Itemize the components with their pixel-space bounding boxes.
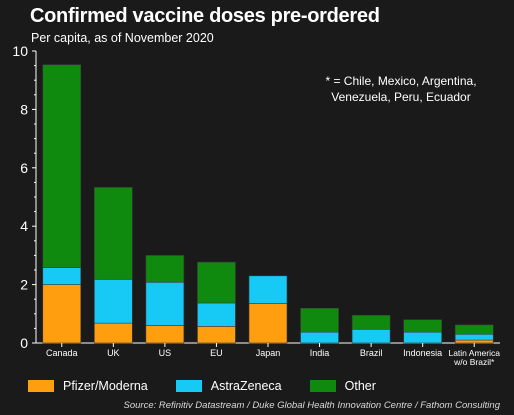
legend-swatch-astrazeneca: [175, 380, 202, 392]
x-tick-label: EU: [210, 348, 223, 358]
bar-segment-other: [300, 307, 339, 333]
bar-segment-astrazeneca: [403, 331, 442, 344]
bar-segment-pfizer-moderna: [94, 322, 133, 344]
bar-segment-astrazeneca: [42, 267, 82, 285]
x-tick-label: Canada: [46, 348, 78, 358]
annotation-line-1: * = Chile, Mexico, Argentina,: [325, 74, 477, 88]
bar-segment-pfizer-moderna: [42, 284, 82, 344]
legend-swatch-other: [309, 380, 336, 392]
chart-annotation: * = Chile, Mexico, Argentina, Venezuela,…: [306, 73, 496, 105]
legend-swatch-pfizer-moderna: [28, 380, 54, 392]
bar-segment-other: [454, 324, 494, 335]
legend-item-other: Other: [309, 379, 376, 393]
bar-segment-astrazeneca: [197, 302, 236, 327]
bar-segment-astrazeneca: [94, 279, 133, 324]
y-tick-label: 6: [20, 160, 28, 176]
bar-segment-other: [145, 255, 185, 283]
y-tick-label: 4: [20, 218, 28, 234]
x-tick-label: UK: [107, 348, 120, 358]
y-tick-label: 0: [20, 335, 28, 351]
bar-segment-astrazeneca: [300, 331, 339, 344]
bar-segment-other: [351, 314, 391, 330]
source-note: Source: Refinitiv Datastream / Duke Glob…: [123, 400, 501, 411]
bar-segment-pfizer-moderna: [248, 303, 288, 344]
bar-segment-astrazeneca: [454, 333, 494, 341]
chart-subtitle: Per capita, as of November 2020: [31, 31, 214, 45]
bar-segment-astrazeneca: [145, 281, 185, 326]
bar-segment-other: [403, 319, 442, 333]
legend-label-other: Other: [344, 379, 376, 393]
y-tick-label: 10: [12, 43, 28, 59]
y-tick-label: 2: [20, 277, 28, 293]
legend-item-pfizer-moderna: Pfizer/Moderna: [28, 379, 148, 393]
bar-segment-other: [197, 261, 236, 304]
y-tick-label: 8: [20, 101, 28, 117]
x-tick-label: Latin America: [448, 348, 500, 358]
bar-segment-astrazeneca: [248, 275, 288, 304]
x-tick-label: w/o Brazil*: [453, 357, 495, 367]
x-tick-label: Brazil: [360, 348, 383, 358]
bar-segment-astrazeneca: [351, 328, 391, 344]
chart-legend: Pfizer/Moderna AstraZeneca Other: [28, 379, 404, 393]
bar-segment-pfizer-moderna: [454, 339, 494, 344]
chart-title: Confirmed vaccine doses pre-ordered: [30, 5, 380, 27]
x-tick-label: US: [159, 348, 172, 358]
annotation-line-2: Venezuela, Peru, Ecuador: [331, 90, 471, 104]
x-tick-label: Japan: [256, 348, 281, 358]
legend-label-pfizer-moderna: Pfizer/Moderna: [63, 379, 148, 393]
bar-segment-pfizer-moderna: [145, 325, 185, 344]
legend-item-astrazeneca: AstraZeneca: [175, 379, 282, 393]
bar-segment-pfizer-moderna: [197, 326, 236, 344]
x-tick-label: Indonesia: [403, 348, 442, 358]
legend-label-astrazeneca: AstraZeneca: [210, 379, 282, 393]
bar-segment-other: [42, 64, 82, 268]
x-tick-label: India: [310, 348, 330, 358]
bar-segment-other: [94, 187, 133, 280]
